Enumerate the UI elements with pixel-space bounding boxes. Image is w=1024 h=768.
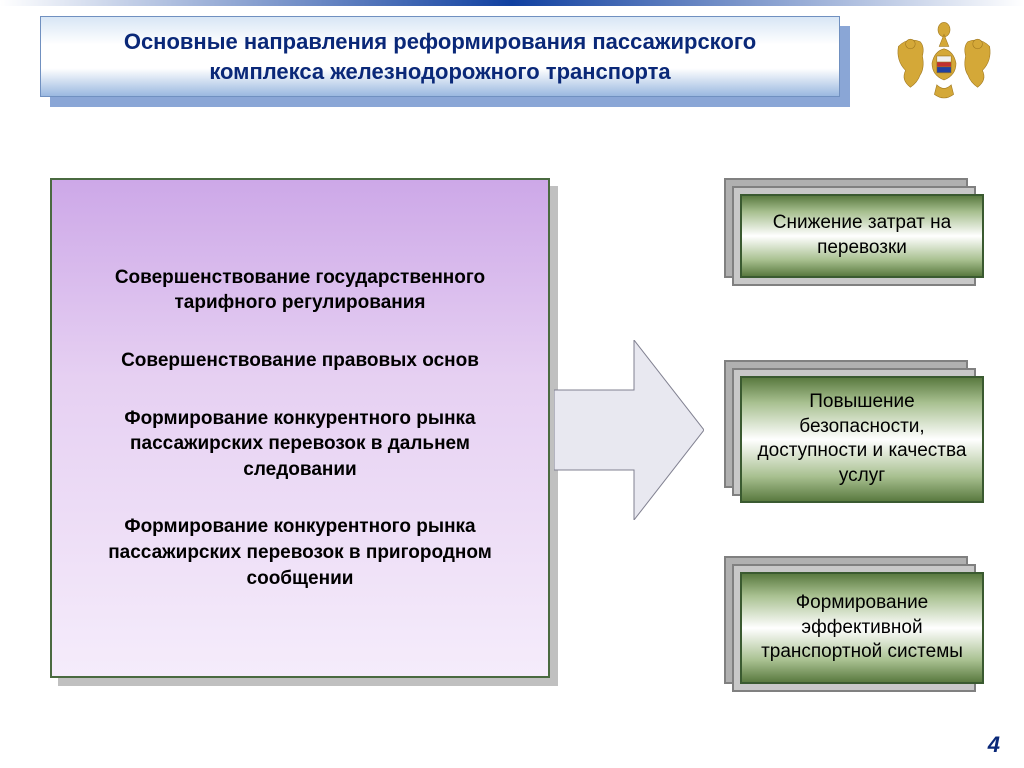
slide-title: Основные направления реформирования пасс… [40,16,840,97]
page-number: 4 [988,732,1000,758]
result-box-2: Повышение безопасности, доступности и ка… [724,360,984,488]
direction-item: Совершенствование правовых основ [121,348,479,374]
arrow-icon [554,340,704,520]
top-accent-stripe [0,0,1024,6]
result-box-1: Снижение затрат на перевозки [724,178,984,278]
emblem-icon [884,8,1004,128]
header-container: Основные направления реформирования пасс… [40,16,840,97]
result-label: Повышение безопасности, доступности и ка… [740,376,984,503]
result-text: Формирование эффективной транспортной си… [752,591,972,665]
direction-item: Совершенствование государственного тариф… [80,265,520,316]
result-text: Повышение безопасности, доступности и ка… [752,390,972,489]
result-text: Снижение затрат на перевозки [752,211,972,260]
result-box-3: Формирование эффективной транспортной си… [724,556,984,684]
result-label: Формирование эффективной транспортной си… [740,572,984,684]
direction-item: Формирование конкурентного рынка пассажи… [80,406,520,483]
directions-box: Совершенствование государственного тариф… [50,178,550,678]
result-label: Снижение затрат на перевозки [740,194,984,278]
direction-item: Формирование конкурентного рынка пассажи… [80,514,520,591]
